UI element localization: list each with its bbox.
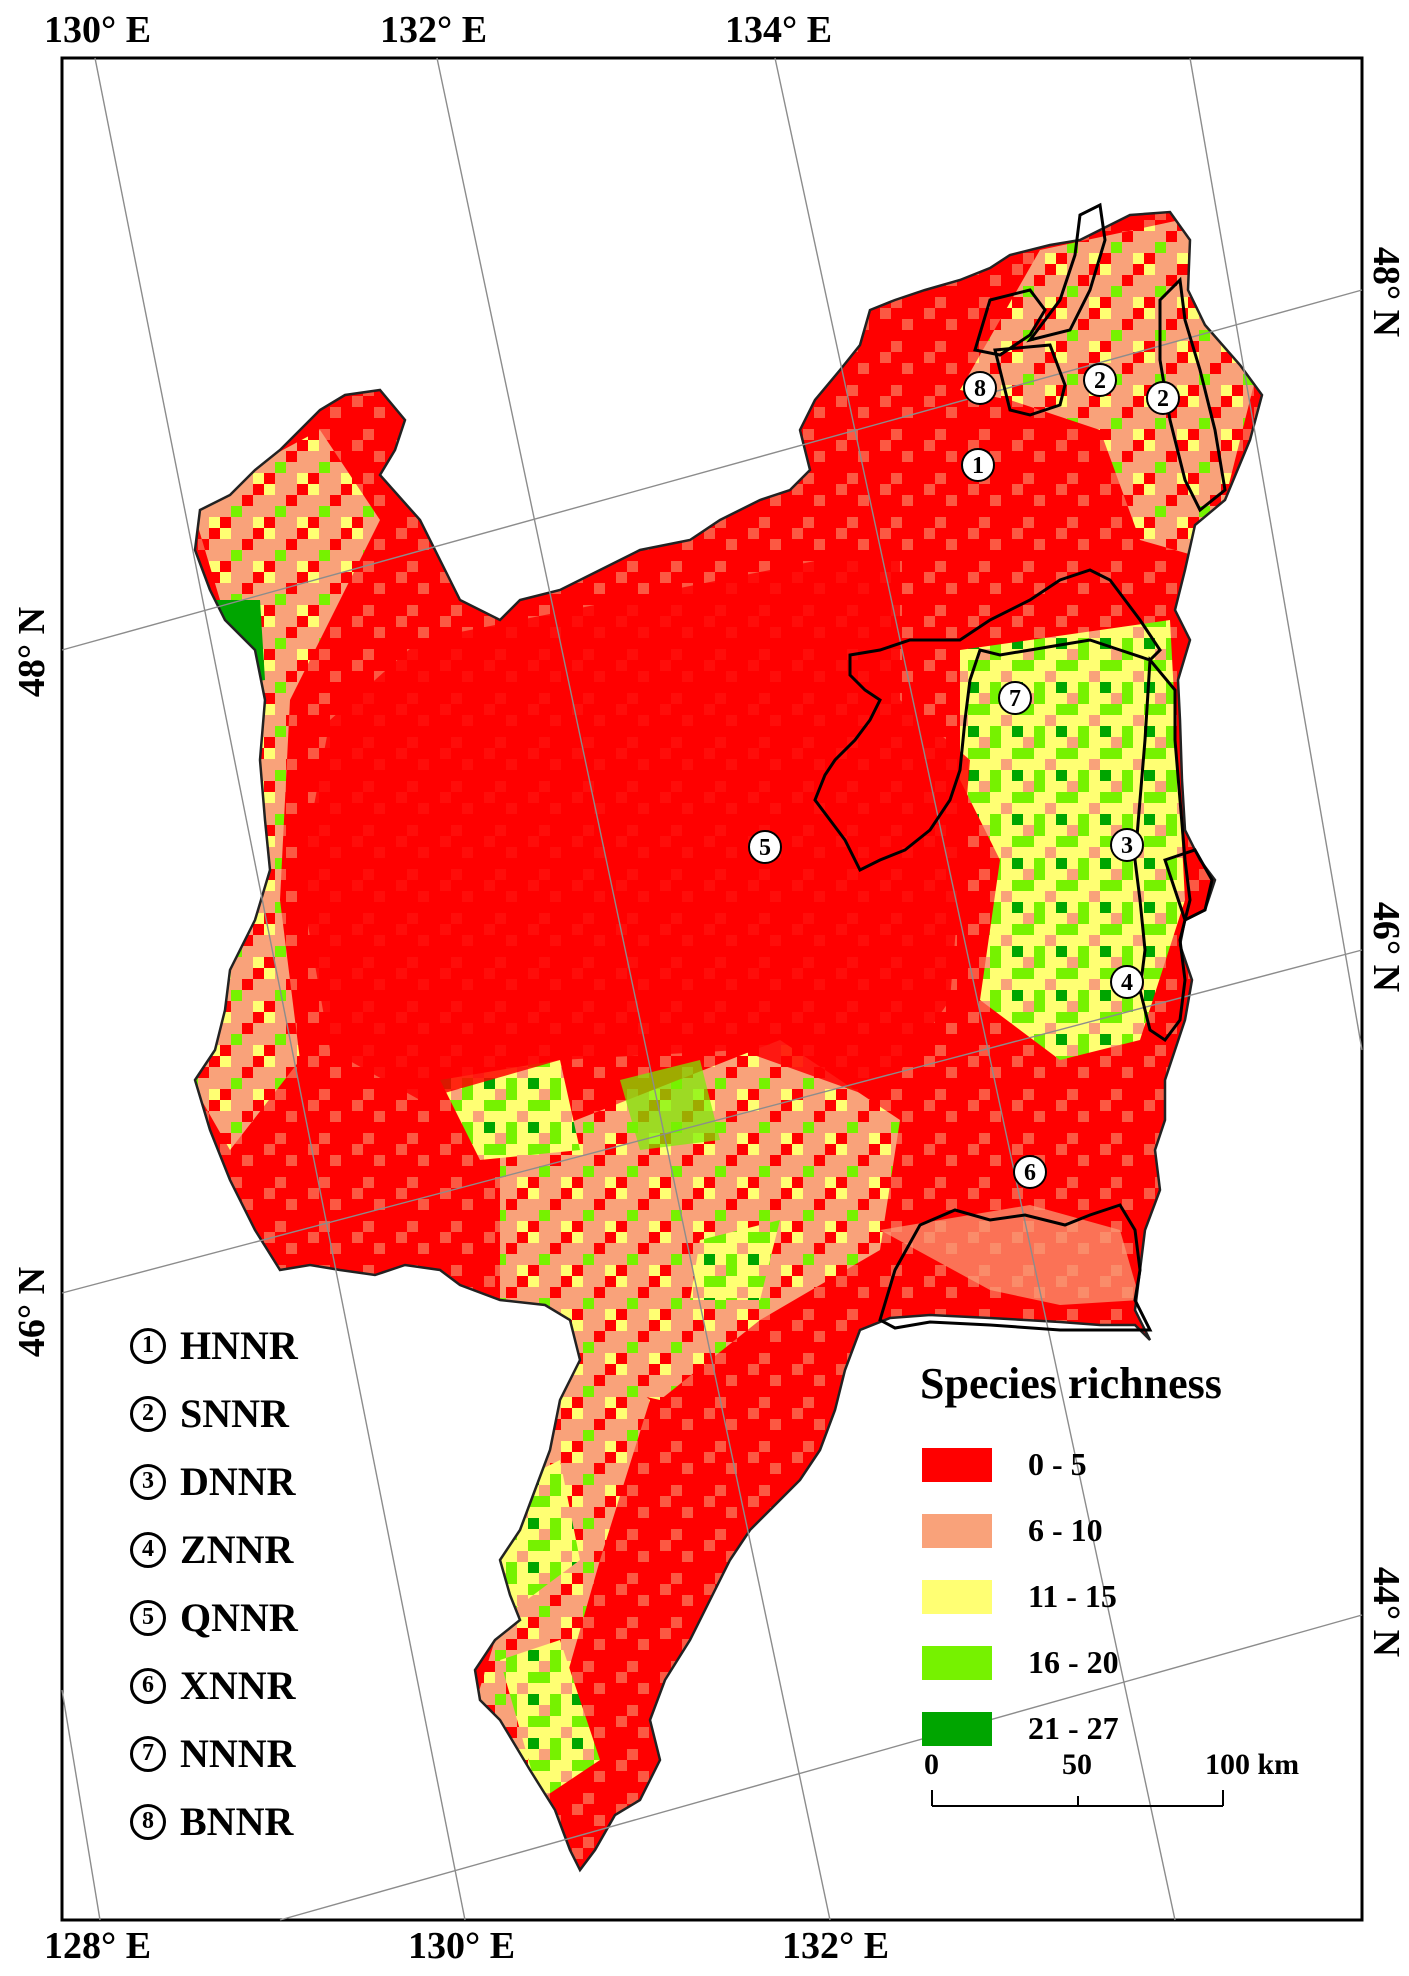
reserve-item-2: 2 SNNR xyxy=(130,1390,289,1437)
legend-swatch xyxy=(922,1447,992,1482)
svg-text:8: 8 xyxy=(974,376,986,402)
legend-swatch xyxy=(922,1645,992,1680)
legend-row-16-20: 16 - 20 xyxy=(922,1644,1119,1681)
reserve-item-1: 1 HNNR xyxy=(130,1322,298,1369)
reserve-item-3: 3 DNNR xyxy=(130,1458,296,1505)
legend-title: Species richness xyxy=(920,1359,1222,1408)
marker-4: 4 xyxy=(1110,965,1144,999)
bottom-label-130e: 130° E xyxy=(408,1925,516,1967)
scale-label-50: 50 xyxy=(1062,1748,1092,1781)
top-label-130e: 130° E xyxy=(44,9,152,51)
legend-row-0-5: 0 - 5 xyxy=(922,1446,1087,1483)
svg-text:2: 2 xyxy=(1094,368,1106,394)
marker-2a: 2 xyxy=(1083,363,1117,397)
reserve-item-6: 6 XNNR xyxy=(130,1662,296,1709)
scale-label-100km: 100 km xyxy=(1205,1748,1300,1781)
reserve-item-5: 5 QNNR xyxy=(130,1594,298,1641)
legend-swatch xyxy=(922,1513,992,1548)
legend-swatch xyxy=(922,1579,992,1614)
reserve-boundaries xyxy=(813,202,1227,1332)
legend-row-6-10: 6 - 10 xyxy=(922,1512,1103,1549)
marker-2b: 2 xyxy=(1146,381,1180,415)
graticule xyxy=(61,57,1363,1921)
scale-label-0: 0 xyxy=(924,1748,939,1781)
marker-6: 6 xyxy=(1013,1155,1047,1189)
legend-row-11-15: 11 - 15 xyxy=(922,1578,1117,1615)
map-border xyxy=(60,56,1364,1922)
svg-text:1: 1 xyxy=(972,453,984,479)
bottom-label-128e: 128° E xyxy=(44,1925,152,1967)
marker-5: 5 xyxy=(748,830,782,864)
legend-swatch xyxy=(922,1711,992,1746)
bottom-label-132e: 132° E xyxy=(782,1925,890,1967)
svg-text:3: 3 xyxy=(1121,833,1133,859)
svg-text:5: 5 xyxy=(759,835,771,861)
legend-row-21-27: 21 - 27 xyxy=(922,1710,1119,1747)
svg-text:2: 2 xyxy=(1157,386,1169,412)
marker-3: 3 xyxy=(1110,828,1144,862)
marker-8: 8 xyxy=(963,371,997,405)
reserve-markers: 8 2 2 1 7 5 3 4 6 xyxy=(748,363,1180,1189)
top-label-132e: 132° E xyxy=(380,9,488,51)
reserve-item-4: 4 ZNNR xyxy=(130,1526,293,1573)
svg-text:6: 6 xyxy=(1024,1160,1036,1186)
svg-text:4: 4 xyxy=(1121,970,1133,996)
top-label-134e: 134° E xyxy=(725,9,833,51)
marker-1: 1 xyxy=(961,448,995,482)
svg-text:7: 7 xyxy=(1009,686,1021,712)
scale-bar xyxy=(931,1790,1224,1807)
marker-7: 7 xyxy=(998,681,1032,715)
reserve-item-7: 7 NNNR xyxy=(130,1730,296,1777)
reserve-item-8: 8 BNNR xyxy=(130,1798,293,1845)
